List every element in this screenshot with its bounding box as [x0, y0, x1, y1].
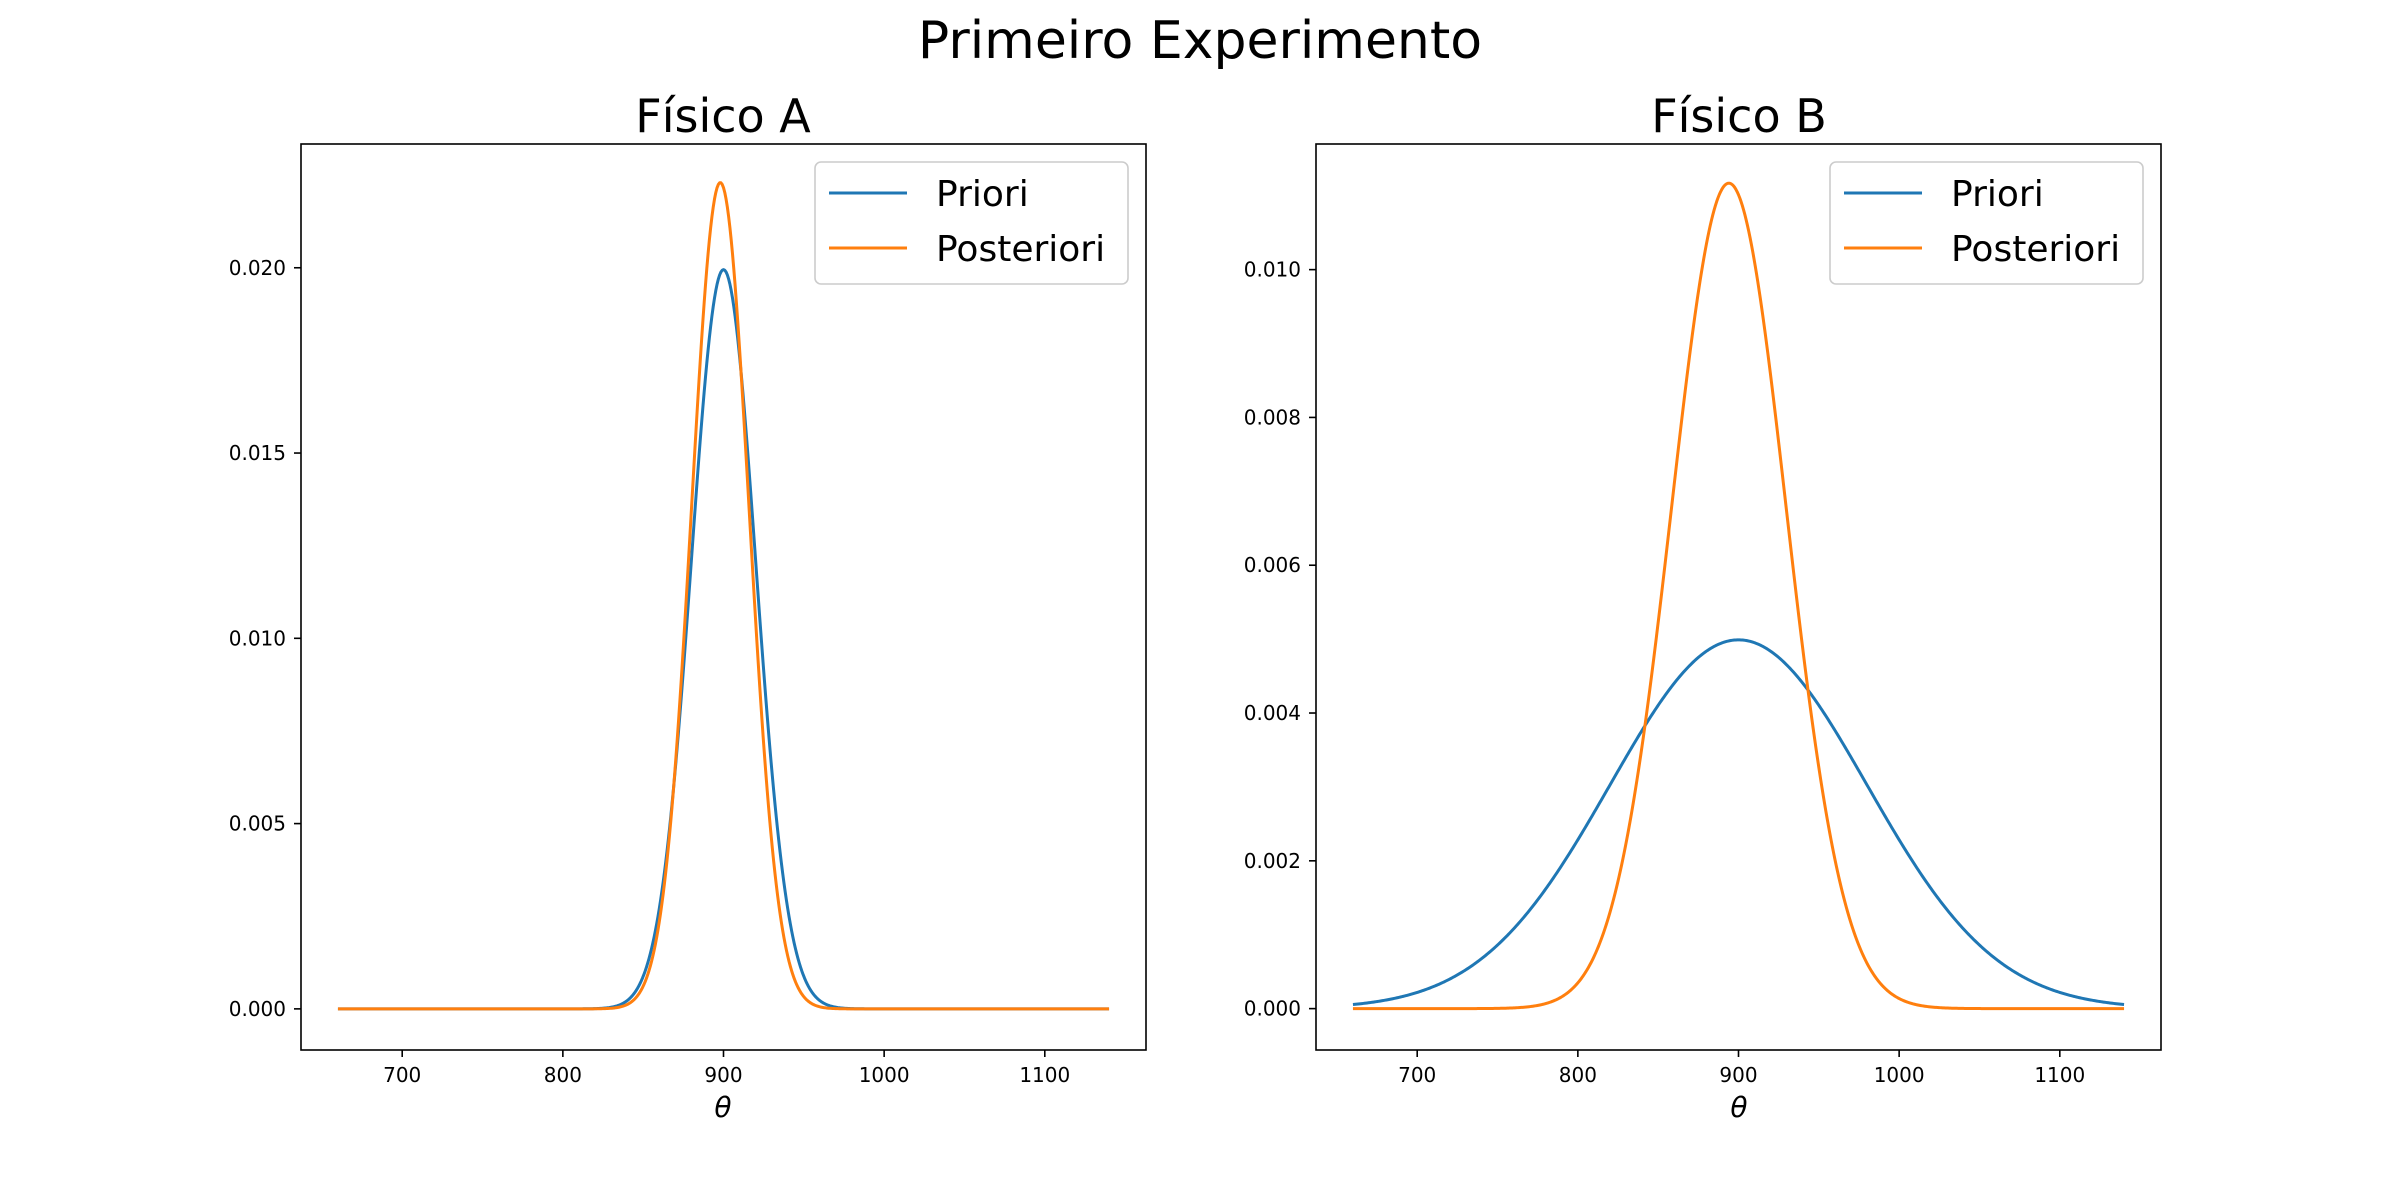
series-line-posteriori [337, 181, 1110, 1011]
x-tick-label: 700 [1398, 1063, 1436, 1087]
legend-label-posteriori: Posteriori [1951, 229, 2120, 270]
y-tick-label: 0.020 [229, 256, 286, 280]
panel-fisico-a: Físico A θ 700 800 900 1000 1100 0.000 0.005 0.… [229, 89, 1147, 1124]
x-tick-label: 900 [704, 1063, 742, 1087]
figure-title: Primeiro Experimento [918, 11, 1482, 71]
x-tick-label: 1100 [2034, 1063, 2085, 1087]
y-tick-label: 0.000 [1244, 997, 1301, 1021]
legend-label-posteriori: Posteriori [936, 229, 1105, 270]
panel-fisico-b: Físico B θ 700 800 900 1000 1100 0.000 0.002 0.… [1244, 89, 2162, 1124]
y-tick-label: 0.002 [1244, 849, 1301, 873]
x-tick-label: 1000 [1874, 1063, 1925, 1087]
y-tick-label: 0.010 [229, 626, 286, 650]
x-tick-label: 800 [1559, 1063, 1597, 1087]
y-tick-label: 0.015 [229, 441, 286, 465]
y-tick-label: 0.000 [229, 997, 286, 1021]
legend: Priori Posteriori [814, 161, 1129, 285]
legend-label-priori: Priori [936, 174, 1029, 215]
x-tick-label: 800 [544, 1063, 582, 1087]
legend: Priori Posteriori [1829, 161, 2144, 285]
series-line-priori [1352, 638, 2125, 1007]
x-tick-label: 900 [1719, 1063, 1757, 1087]
y-tick-label: 0.005 [229, 812, 286, 836]
series-line-posteriori [1352, 181, 2125, 1011]
x-tick-label: 700 [383, 1063, 421, 1087]
legend-label-priori: Priori [1951, 174, 2044, 215]
panel-title: Físico A [635, 89, 811, 143]
x-tick-label: 1100 [1019, 1063, 1070, 1087]
y-tick-label: 0.006 [1244, 553, 1301, 577]
panel-title: Físico B [1651, 89, 1827, 143]
y-tick-label: 0.010 [1244, 258, 1301, 282]
y-tick-label: 0.004 [1244, 701, 1301, 725]
x-axis-label: θ [1730, 1091, 1747, 1124]
x-tick-label: 1000 [859, 1063, 910, 1087]
y-tick-label: 0.008 [1244, 405, 1301, 429]
x-axis-label: θ [714, 1091, 731, 1124]
